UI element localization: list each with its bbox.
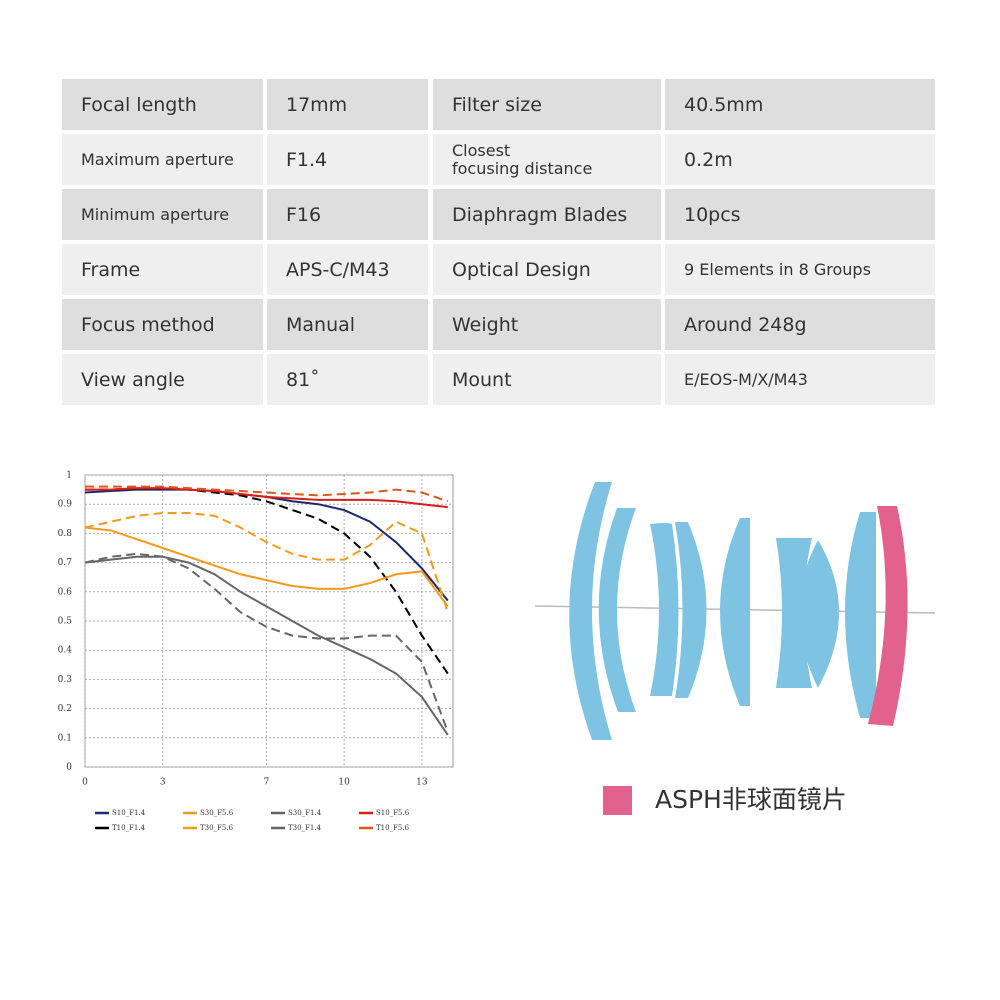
x-tick-label: 0 bbox=[82, 778, 88, 788]
y-tick-label: 0.9 bbox=[58, 500, 73, 510]
legend-label: T10_F1.4 bbox=[112, 824, 146, 832]
asph-element bbox=[868, 506, 908, 726]
y-tick-label: 0.7 bbox=[58, 558, 73, 568]
lens-element bbox=[720, 518, 750, 706]
y-tick-label: 0.3 bbox=[58, 675, 73, 685]
table-cell: F16 bbox=[267, 189, 428, 240]
table-cell: View angle bbox=[62, 354, 263, 405]
series-line bbox=[84, 555, 449, 736]
y-tick-label: 0.1 bbox=[58, 733, 72, 743]
lens-element bbox=[675, 522, 707, 698]
table-cell: Focal length bbox=[62, 79, 263, 130]
lens-element bbox=[776, 538, 812, 688]
lens-diagram bbox=[534, 482, 936, 740]
lens-element bbox=[845, 512, 876, 718]
table-cell: 81˚ bbox=[267, 354, 428, 405]
series-line bbox=[85, 487, 448, 509]
legend-label: S10_F1.4 bbox=[112, 809, 146, 817]
lens-element bbox=[799, 540, 839, 688]
table-cell: Optical Design bbox=[433, 244, 661, 295]
legend-label: T10_F5.6 bbox=[376, 824, 410, 832]
y-tick-label: 0.4 bbox=[58, 646, 73, 656]
y-tick-label: 0 bbox=[66, 763, 72, 773]
table-cell: Minimum aperture bbox=[62, 189, 263, 240]
table-cell: 17mm bbox=[267, 79, 428, 130]
series-line bbox=[85, 485, 449, 503]
table-cell: Diaphragm Blades bbox=[433, 189, 661, 240]
legend-label: T30_F1.4 bbox=[288, 824, 322, 832]
table-cell: 10pcs bbox=[665, 189, 935, 240]
legend-label: ASPH非球面镜片 bbox=[655, 785, 847, 814]
table-cell: E/EOS-M/X/M43 bbox=[665, 354, 935, 405]
table-cell: 0.2m bbox=[665, 134, 935, 185]
y-tick-label: 1 bbox=[66, 471, 72, 481]
table-cell: Around 248g bbox=[665, 299, 935, 350]
lens-element bbox=[650, 523, 679, 696]
table-cell: APS-C/M43 bbox=[267, 244, 428, 295]
y-tick-label: 0.8 bbox=[58, 529, 73, 539]
x-tick-label: 13 bbox=[416, 778, 428, 788]
y-tick-label: 0.5 bbox=[58, 617, 73, 627]
series-line bbox=[84, 526, 449, 607]
table-cell: Manual bbox=[267, 299, 428, 350]
table-cell: Mount bbox=[433, 354, 661, 405]
table-cell: Focus method bbox=[62, 299, 263, 350]
x-tick-label: 3 bbox=[160, 778, 166, 788]
table-cell: 9 Elements in 8 Groups bbox=[665, 244, 935, 295]
x-tick-label: 7 bbox=[264, 778, 270, 788]
x-tick-label: 10 bbox=[338, 778, 350, 788]
legend-label: T30_F5.6 bbox=[200, 824, 234, 832]
table-cell: 40.5mm bbox=[665, 79, 935, 130]
legend-swatch bbox=[603, 786, 632, 815]
series-line bbox=[84, 511, 449, 613]
y-tick-label: 0.6 bbox=[58, 587, 73, 597]
table-cell: Weight bbox=[433, 299, 661, 350]
table-cell: Filter size bbox=[433, 79, 661, 130]
table-cell: Closest focusing distance bbox=[433, 134, 661, 185]
lens-element bbox=[598, 508, 636, 712]
legend-label: S30_F1.4 bbox=[288, 809, 322, 817]
table-cell: Frame bbox=[62, 244, 263, 295]
y-tick-label: 0.2 bbox=[58, 704, 72, 714]
lens-element bbox=[569, 482, 612, 740]
legend-label: S10_F5.6 bbox=[376, 809, 410, 817]
legend-label: S30_F5.6 bbox=[200, 809, 234, 817]
table-cell: Maximum aperture bbox=[62, 134, 263, 185]
series-line bbox=[84, 552, 449, 733]
table-cell: F1.4 bbox=[267, 134, 428, 185]
